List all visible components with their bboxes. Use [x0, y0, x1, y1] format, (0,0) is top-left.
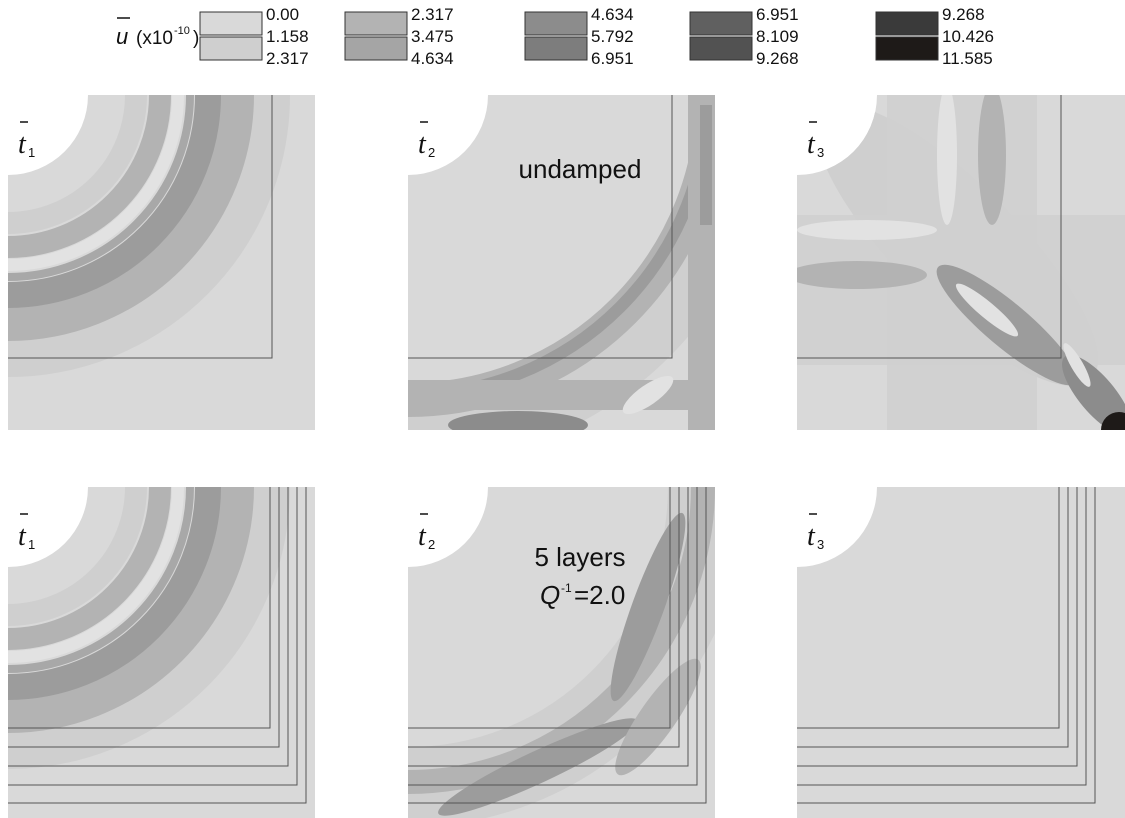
contour-shape — [700, 105, 712, 225]
legend-swatch — [199, 11, 263, 36]
panel — [797, 487, 1125, 818]
legend-swatch — [524, 36, 588, 61]
time-subscript: 3 — [817, 537, 824, 552]
legend-value: 8.109 — [756, 27, 799, 46]
contour-shape — [797, 95, 1062, 359]
contour-shape — [797, 487, 1125, 818]
contour-shape — [1063, 343, 1091, 387]
time-symbol: t — [418, 521, 427, 552]
row-note: undamped — [519, 154, 642, 184]
time-symbol: t — [18, 521, 27, 552]
time-subscript: 3 — [817, 145, 824, 160]
time-subscript: 2 — [428, 145, 435, 160]
legend-swatch — [875, 11, 939, 36]
legend-swatch — [689, 11, 753, 36]
time-symbol: t — [418, 129, 427, 160]
contour-shape — [715, 487, 738, 818]
legend-value: 3.475 — [411, 27, 454, 46]
legend-value: 9.268 — [942, 5, 985, 24]
legend-value: 11.585 — [942, 49, 993, 68]
contour-shape — [937, 95, 957, 225]
legend-value: 2.317 — [411, 5, 454, 24]
contour-shape — [8, 487, 307, 804]
contour-shape — [797, 261, 927, 289]
panel — [408, 95, 738, 430]
legend-swatch — [344, 11, 408, 36]
legend-value: 4.634 — [591, 5, 634, 24]
legend-symbol: u — [116, 24, 128, 49]
legend-value: 9.268 — [756, 49, 799, 68]
contour-shape — [438, 718, 638, 816]
legend-value: 1.158 — [266, 27, 309, 46]
panel — [797, 95, 1125, 430]
legend-swatch — [199, 36, 263, 61]
contour-shape — [315, 95, 338, 430]
legend-exponent: -10 — [174, 25, 190, 37]
legend-swatch — [875, 36, 939, 61]
q-symbol: Q — [540, 580, 560, 610]
time-symbol: t — [807, 129, 816, 160]
contour-shape — [887, 95, 1037, 430]
legend-value: 10.426 — [942, 27, 994, 46]
contour-shape — [8, 95, 273, 359]
time-subscript: 1 — [28, 145, 35, 160]
contour-shape — [622, 375, 674, 415]
legend-swatch — [524, 11, 588, 36]
contour-shape — [955, 283, 1019, 337]
legend-value: 0.00 — [266, 5, 299, 24]
contour-shape — [408, 487, 707, 804]
contour-shape — [715, 95, 738, 430]
time-symbol: t — [807, 521, 816, 552]
contour-shape — [797, 487, 1096, 804]
legend-scale-end: ) — [193, 28, 199, 49]
time-symbol: t — [18, 129, 27, 160]
contour-shape — [797, 220, 937, 240]
time-labels: t 1 t 2 t 3t 1 t 2 t 3 — [18, 121, 824, 552]
legend-value: 2.317 — [266, 49, 309, 68]
legend-value: 5.792 — [591, 27, 634, 46]
legend-swatch — [344, 36, 408, 61]
legend-boxes: 0.00 1.158 2.317 2.317 3.475 4.634 4.634 5.792 6… — [199, 5, 994, 68]
contour-shape — [610, 512, 686, 702]
legend-scale: (x10 — [136, 28, 173, 49]
legend-value: 6.951 — [591, 49, 634, 68]
q-exponent: -1 — [561, 581, 572, 595]
time-subscript: 1 — [28, 537, 35, 552]
contour-shape — [448, 411, 588, 430]
contour-shape — [315, 487, 338, 818]
q-value: =2.0 — [574, 580, 625, 610]
time-subscript: 2 — [428, 537, 435, 552]
contour-shape — [408, 95, 673, 359]
row-note: 5 layers — [534, 542, 625, 572]
contour-shape — [978, 95, 1006, 225]
legend-value: 6.951 — [756, 5, 799, 24]
contour-shape — [1101, 412, 1125, 430]
legend: u (x10 -10 ) — [116, 17, 199, 49]
legend-swatch — [689, 36, 753, 61]
legend-value: 4.634 — [411, 49, 454, 68]
